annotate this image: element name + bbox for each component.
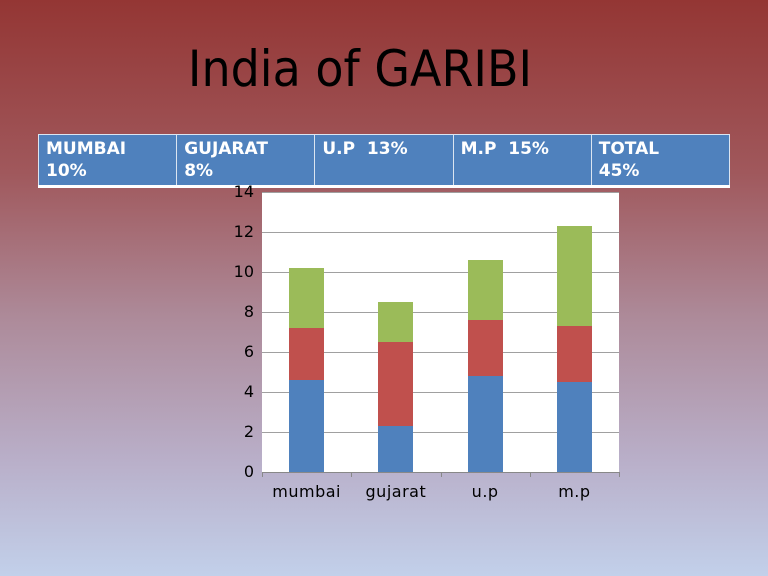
slide-title: India of GARIBI (187, 40, 533, 98)
gridline (262, 272, 619, 273)
bar-segment (378, 426, 414, 472)
x-tick-mark (262, 472, 263, 477)
summary-cell-mumbai: MUMBAI 10% (37, 134, 178, 187)
bar-segment (556, 226, 592, 326)
bar-segment (467, 260, 503, 320)
summary-cell-gujarat: GUJARAT 8% (176, 134, 316, 187)
gridline (262, 312, 619, 313)
gridline (262, 192, 619, 193)
x-tick-label: gujarat (365, 482, 427, 501)
y-tick-label: 14 (233, 182, 254, 201)
x-tick-label: m.p (558, 482, 591, 501)
gridline (262, 352, 619, 353)
y-tick-label: 2 (243, 422, 254, 441)
y-tick-label: 12 (233, 222, 254, 241)
x-tick-label: mumbai (272, 482, 341, 501)
x-tick-mark (529, 472, 531, 477)
summary-cell-total: TOTAL 45% (590, 134, 731, 187)
plot-area (262, 192, 619, 472)
bar-segment (289, 268, 325, 328)
gridline (262, 392, 619, 393)
gridline (262, 232, 619, 233)
gridline (262, 432, 619, 433)
bar-segment (289, 328, 325, 380)
y-tick-label: 8 (243, 302, 254, 321)
x-tick-label: u.p (471, 482, 499, 501)
y-tick-label: 10 (233, 262, 254, 281)
bar-segment (556, 382, 592, 472)
bar-segment (467, 376, 503, 472)
summary-cell-up: U.P 13% (314, 134, 454, 187)
bar-segment (556, 326, 592, 382)
bar-segment (378, 342, 414, 426)
bar-segment (467, 320, 503, 376)
summary-cell-mp: M.P 15% (452, 134, 592, 187)
bar-segment (378, 302, 414, 342)
y-tick-label: 4 (243, 382, 254, 401)
bar-segment (289, 380, 325, 472)
x-tick-mark (351, 472, 353, 477)
x-tick-mark (440, 472, 442, 477)
y-tick-label: 6 (243, 342, 254, 361)
y-tick-label: 0 (243, 462, 254, 481)
summary-table: MUMBAI 10% GUJARAT 8% U.P 13% M.P 15% TOTA… (37, 134, 731, 188)
x-tick-mark (619, 472, 620, 477)
